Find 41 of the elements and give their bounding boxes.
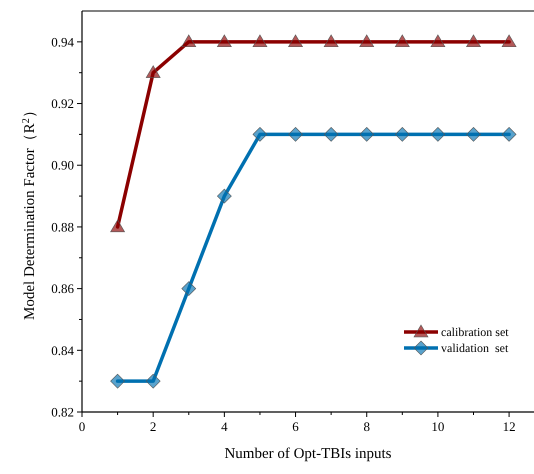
y-tick-label: 0.86 — [51, 281, 74, 296]
x-tick-label: 12 — [502, 419, 516, 434]
x-axis-title: Number of Opt-TBIs inputs — [224, 446, 392, 462]
point — [324, 127, 338, 142]
point — [252, 34, 268, 48]
x-tick-label: 0 — [78, 419, 86, 434]
point — [430, 127, 446, 142]
x-tick-label: 10 — [431, 419, 444, 434]
point — [217, 188, 232, 204]
point — [181, 281, 196, 296]
point — [146, 374, 160, 388]
point — [252, 127, 268, 142]
point — [288, 34, 303, 48]
point — [430, 34, 446, 48]
point — [466, 127, 481, 142]
point — [288, 127, 303, 142]
point — [359, 127, 374, 142]
x-tick-label: 2 — [150, 419, 156, 434]
x-tick-label: 6 — [292, 419, 300, 434]
point — [324, 34, 338, 48]
point — [359, 34, 374, 48]
y-tick-label: 0.92 — [51, 96, 74, 112]
y-tick-label: 0.82 — [51, 404, 74, 420]
legend-label: calibration set — [441, 325, 510, 339]
point — [181, 34, 196, 48]
legend-label: validation set — [441, 341, 509, 355]
point — [110, 374, 125, 388]
y-tick-label: 0.90 — [51, 158, 74, 173]
x-tick-label: 4 — [221, 419, 228, 434]
y-tick-label: 0.94 — [51, 34, 74, 50]
point — [502, 127, 516, 142]
point — [466, 34, 481, 48]
y-tick-label: 0.88 — [51, 219, 74, 234]
x-tick-label: 8 — [363, 419, 370, 434]
point — [217, 34, 232, 48]
point — [395, 127, 410, 142]
point — [146, 65, 160, 78]
point — [395, 34, 410, 48]
point — [110, 220, 125, 232]
point — [502, 34, 516, 48]
y-tick-label: 0.84 — [51, 342, 74, 358]
